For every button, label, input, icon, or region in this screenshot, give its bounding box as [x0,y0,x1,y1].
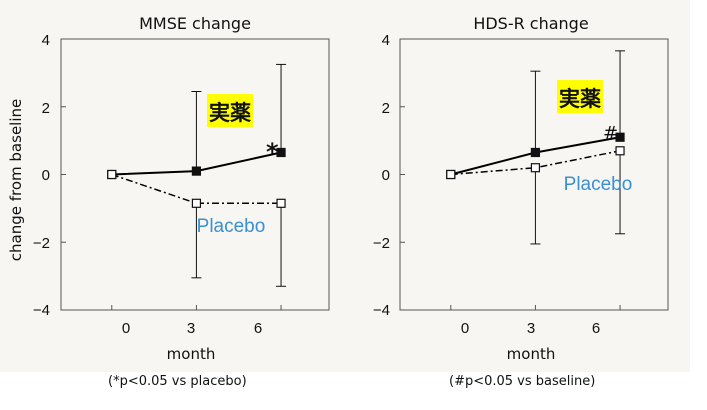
chart-title: MMSE change [139,14,251,33]
y-axis-label: change from baseline [7,99,25,261]
placebo-label: Placebo [564,174,633,195]
data-point [276,147,286,158]
data-point [191,166,202,176]
y-tick-label: 2 [382,100,390,117]
x-axis-label: month [167,345,216,363]
tick-labels: 4 2 0 −2 −4 0 3 6 [33,32,262,337]
data-point [615,132,625,142]
chart-mmse: MMSE change change from baseline month 4… [7,14,330,363]
y-tick-label: 2 [42,100,50,117]
x-tick-label: 3 [187,320,195,337]
y-tick-label: 4 [382,32,390,49]
placebo-label: Placebo [197,216,266,237]
y-tick-label: 0 [382,167,390,184]
series-line [111,173,282,205]
drug-label-highlight [557,80,603,113]
x-tick-label: 3 [527,320,535,337]
x-tick-label: 0 [461,320,469,337]
data-point [530,147,541,158]
drug-label: 実薬 [559,87,601,111]
y-tick-label: −4 [33,302,50,319]
chart-marks [400,38,626,311]
x-axis-label: month [507,345,556,363]
data-point [446,169,456,180]
data-point [107,169,117,180]
drug-label-highlight [207,94,253,127]
footnote-mmse: (*p<0.05 vs placebo) [108,374,247,389]
x-tick-label: 0 [122,320,130,337]
y-tick-label: 0 [42,167,50,184]
drug-label: 実薬 [209,101,251,125]
y-tick-label: −4 [373,302,390,319]
chart-hdsr: HDS-R change month 4 2 0 −2 −4 0 3 6 実薬 … [373,14,669,363]
data-point [191,198,202,208]
chart-marks [61,38,287,311]
data-point [615,146,625,156]
tick-labels: 4 2 0 −2 −4 0 3 6 [373,32,600,337]
y-tick-label: −2 [33,235,50,252]
x-tick-label: 6 [254,320,262,337]
significance-marker: # [603,123,618,144]
data-point [276,198,286,208]
y-tick-label: −2 [373,235,390,252]
x-tick-label: 6 [592,320,600,337]
y-tick-label: 4 [42,32,50,49]
chart-title: HDS-R change [473,14,588,33]
data-point [530,163,541,173]
footnote-hdsr: (#p<0.05 vs baseline) [449,374,596,389]
significance-marker: * [266,138,279,166]
